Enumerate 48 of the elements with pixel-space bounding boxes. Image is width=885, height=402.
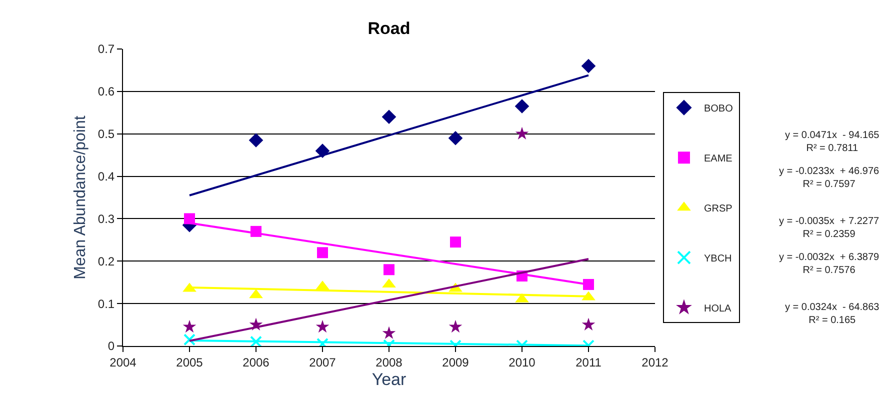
point — [450, 236, 461, 248]
point — [583, 278, 594, 290]
point — [248, 133, 264, 148]
point — [382, 110, 396, 124]
y-tick-label: 0.4 — [98, 169, 115, 184]
text: y = -0.0233x + 46.976 R² = 0.7597 — [779, 166, 880, 190]
y-tick-label: 0.5 — [98, 127, 115, 142]
x-tick-label: 2008 — [376, 355, 403, 370]
x-tick-label: 2012 — [642, 355, 669, 370]
point — [184, 334, 196, 346]
chart-title: Road — [368, 18, 410, 38]
x-tick-label: 2004 — [110, 355, 137, 370]
y-tick-label: 0.6 — [98, 84, 115, 99]
point — [514, 99, 530, 114]
point — [382, 326, 396, 339]
y-tick-label: 0.7 — [98, 42, 115, 56]
text: y = 0.0471x - 94.165 R² = 0.7811 — [785, 130, 880, 154]
point — [582, 318, 596, 330]
text: y = 0.0324x - 64.863 R² = 0.165 — [785, 302, 880, 326]
y-tick-label: 0.1 — [98, 296, 115, 311]
y-tick-label: 0.3 — [98, 212, 115, 226]
point — [182, 320, 196, 333]
legend-label: HOLA — [704, 303, 732, 314]
x-tick-label: 2010 — [508, 355, 536, 370]
point — [448, 320, 462, 333]
text: y = -0.0035x + 7.2277 R² = 0.2359 — [779, 216, 880, 240]
point — [184, 213, 195, 224]
y-tick-label: 0 — [108, 339, 115, 354]
point — [384, 264, 394, 276]
point — [515, 126, 529, 140]
legend-label: BOBO — [704, 103, 734, 114]
y-tick-label: 0.2 — [98, 254, 115, 268]
x-tick-label: 2007 — [309, 355, 336, 370]
legend-label: GRSP — [704, 203, 733, 214]
point — [316, 320, 330, 333]
point — [581, 58, 596, 74]
x-tick-label: 2006 — [242, 355, 270, 370]
x-tick-label: 2005 — [176, 355, 204, 370]
y-axis-title: Mean Abundance/point — [72, 115, 89, 280]
point — [250, 336, 262, 346]
legend-label: YBCH — [704, 253, 732, 264]
x-tick-label: 2011 — [576, 355, 602, 370]
x-axis-title: Year — [372, 370, 407, 389]
legend-label: EAME — [704, 153, 733, 164]
x-tick-label: 2009 — [442, 355, 470, 370]
text: y = -0.0032x + 6.3879 R² = 0.7576 — [779, 252, 880, 276]
point — [317, 247, 328, 258]
point — [448, 130, 463, 146]
